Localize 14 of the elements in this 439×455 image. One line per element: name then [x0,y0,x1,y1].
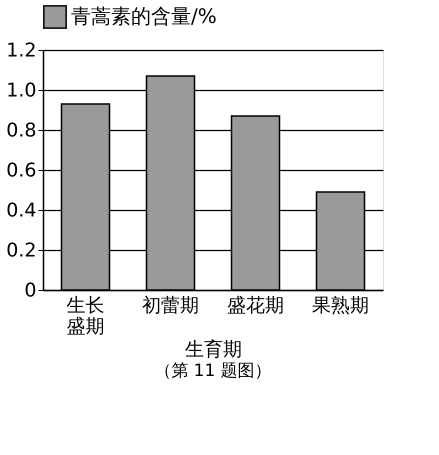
y-tick-label: 0.8 [6,120,36,142]
legend-label: 青蒿素的含量/% [71,4,217,28]
x-axis-title: 生育期 [185,338,242,360]
y-tick-label: 1.2 [6,40,36,62]
text: （第 11 题图） [154,361,272,381]
y-tick-label: 0.2 [6,240,36,262]
y-tick-label: 0.4 [6,200,36,222]
x-tick-label: 初蕾期 [142,294,199,316]
x-tick-label: 果熟期 [312,294,369,316]
x-tick-label: 生长盛期 [66,294,104,338]
y-tick-label: 0.6 [6,160,36,182]
x-tick-label: 盛花期 [227,294,284,316]
y-tick-label: 1.0 [6,80,36,102]
y-tick-label: 0 [24,280,36,302]
